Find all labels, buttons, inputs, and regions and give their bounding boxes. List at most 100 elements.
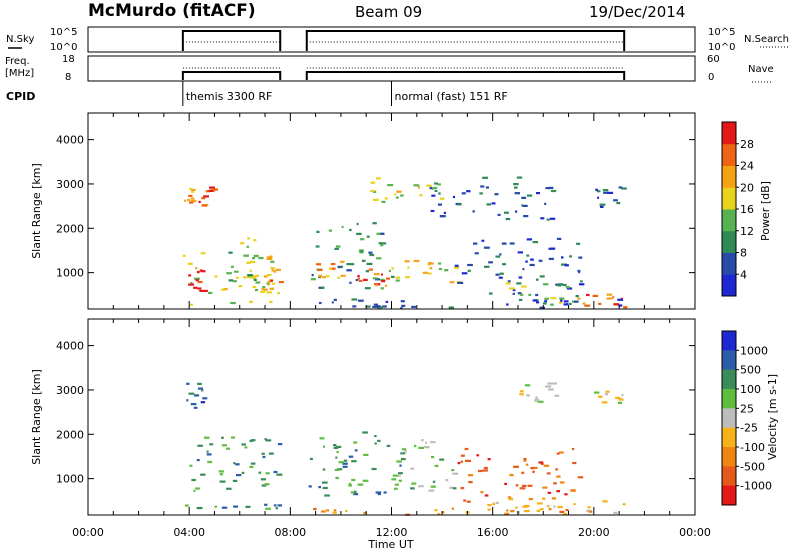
y-tick-label: 4000 <box>56 134 84 147</box>
data-cell <box>194 394 200 397</box>
data-cell <box>505 217 511 221</box>
data-cell <box>386 444 391 447</box>
data-cell <box>190 403 197 406</box>
data-cell <box>201 204 207 207</box>
data-cell <box>374 442 377 445</box>
colorbar-tick-label: -1000 <box>740 480 772 493</box>
data-cell <box>349 228 352 232</box>
data-cell <box>380 278 385 281</box>
data-cell <box>404 450 407 453</box>
data-cell <box>418 485 424 488</box>
colorbar-tick-label: -25 <box>740 422 758 435</box>
data-cell <box>246 261 251 264</box>
data-cell <box>369 253 375 257</box>
data-cell <box>372 305 378 308</box>
data-cell <box>617 298 624 301</box>
data-cell <box>599 203 606 206</box>
data-cell <box>376 198 379 201</box>
data-cell <box>346 263 352 266</box>
data-cell <box>584 304 591 307</box>
data-cell <box>250 260 256 263</box>
data-cell <box>395 279 400 282</box>
data-cell <box>569 255 572 258</box>
data-cell <box>434 189 438 192</box>
data-cell <box>456 203 462 206</box>
data-cell <box>538 461 544 464</box>
data-cell <box>428 262 434 265</box>
data-cell <box>517 251 523 254</box>
data-cell <box>623 306 628 309</box>
data-cell <box>431 456 435 459</box>
data-cell <box>438 262 442 265</box>
data-cell <box>484 265 490 268</box>
data-cell <box>557 505 563 509</box>
data-cell <box>483 246 490 249</box>
data-cell <box>243 276 248 279</box>
data-cell <box>544 300 547 303</box>
data-cell <box>564 264 569 267</box>
data-cell <box>264 503 268 506</box>
data-cell <box>277 292 280 295</box>
data-cell <box>243 254 249 257</box>
data-cell <box>536 301 540 304</box>
data-cell <box>548 508 552 511</box>
data-cell <box>539 306 545 309</box>
data-cell <box>380 242 387 245</box>
data-cell <box>532 241 539 244</box>
data-cell <box>605 390 610 393</box>
data-cell <box>221 436 224 439</box>
data-cell <box>228 279 234 282</box>
data-cell <box>482 469 488 472</box>
data-cell <box>539 508 544 511</box>
data-cell <box>201 197 206 200</box>
data-cell <box>322 276 326 279</box>
data-cell <box>322 486 328 490</box>
data-cell <box>544 297 549 300</box>
data-cell <box>504 482 507 485</box>
data-cell <box>616 202 621 205</box>
data-cell <box>557 283 564 286</box>
data-cell <box>522 204 528 207</box>
data-cell <box>226 272 232 275</box>
data-cell <box>265 439 272 442</box>
data-cell <box>371 467 377 471</box>
data-cell <box>613 199 618 202</box>
data-cell <box>349 281 352 284</box>
data-cell <box>238 285 243 288</box>
data-cell <box>621 394 624 397</box>
data-cell <box>266 291 273 294</box>
data-cell <box>233 505 239 508</box>
data-cell <box>439 458 445 461</box>
data-cell <box>576 242 581 245</box>
data-cell <box>539 275 545 278</box>
data-cell <box>559 510 565 513</box>
data-cell <box>362 259 366 262</box>
data-cell <box>193 489 196 492</box>
data-cell <box>253 278 257 281</box>
data-cell <box>485 186 489 189</box>
data-cell <box>429 267 433 270</box>
data-cell <box>553 482 557 485</box>
colorbar-tick-label: 28 <box>740 138 754 151</box>
power-x-minor-ticks <box>87 113 696 309</box>
data-cell <box>351 478 356 482</box>
data-cell <box>602 500 608 503</box>
data-cell <box>320 510 326 513</box>
data-cell <box>427 272 432 275</box>
data-cell <box>516 282 522 285</box>
cpid-label: CPID <box>6 90 35 103</box>
data-cell <box>487 504 492 507</box>
data-cell <box>197 382 202 385</box>
data-cell <box>236 276 239 279</box>
data-cell <box>445 479 449 482</box>
data-cell <box>185 504 189 507</box>
colorbar-tick-label: 25 <box>740 402 754 415</box>
data-cell <box>431 194 436 197</box>
data-cell <box>333 298 337 301</box>
data-cell <box>198 506 202 509</box>
data-cell <box>208 189 214 192</box>
data-cell <box>370 181 376 184</box>
data-cell <box>523 215 529 218</box>
data-cell <box>270 260 275 263</box>
data-cell <box>372 277 378 280</box>
